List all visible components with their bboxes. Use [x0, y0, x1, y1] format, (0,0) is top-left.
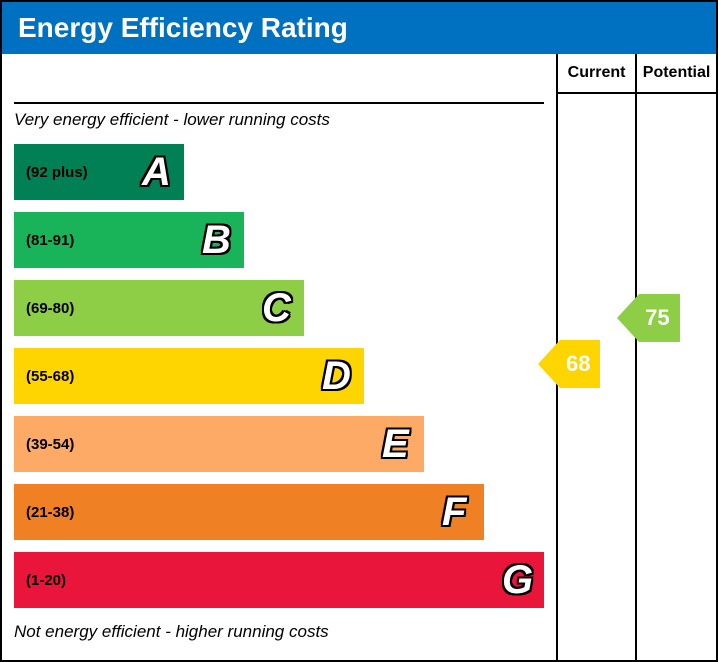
band-letter-d: D [322, 354, 351, 399]
band-bar-d: (55-68) D [14, 348, 364, 404]
band-range-d: (55-68) [26, 368, 74, 385]
caption-bottom: Not energy efficient - higher running co… [14, 616, 544, 648]
band-bar-a: (92 plus) A [14, 144, 184, 200]
band-bar-b: (81-91) B [14, 212, 244, 268]
band-range-a: (92 plus) [26, 164, 88, 181]
potential-area: 75 [637, 94, 716, 610]
band-letter-g: G [502, 558, 533, 603]
chart-header-spacer [14, 62, 544, 104]
band-range-e: (39-54) [26, 436, 74, 453]
band-bar-e: (39-54) E [14, 416, 424, 472]
band-row-g: (1-20) G [14, 548, 544, 612]
chart-column: Very energy efficient - lower running co… [2, 54, 558, 660]
epc-container: Energy Efficiency Rating Very energy eff… [0, 0, 718, 662]
current-badge: 68 [560, 340, 600, 388]
band-row-e: (39-54) E [14, 412, 544, 476]
band-letter-e: E [382, 422, 409, 467]
band-bar-f: (21-38) F [14, 484, 484, 540]
band-letter-c: C [262, 286, 291, 331]
chart-title: Energy Efficiency Rating [2, 2, 716, 54]
band-range-g: (1-20) [26, 572, 66, 589]
current-value: 68 [566, 351, 590, 377]
current-header: Current [558, 54, 635, 94]
band-row-d: (55-68) D [14, 344, 544, 408]
potential-header: Potential [637, 54, 716, 94]
band-letter-b: B [202, 218, 231, 263]
band-row-c: (69-80) C [14, 276, 544, 340]
current-area: 68 [558, 94, 635, 610]
band-row-f: (21-38) F [14, 480, 544, 544]
caption-top: Very energy efficient - lower running co… [14, 104, 544, 136]
bars-area: (92 plus) A (81-91) B (69-80) C (55-68) D (39-54… [14, 140, 544, 612]
band-range-c: (69-80) [26, 300, 74, 317]
band-range-b: (81-91) [26, 232, 74, 249]
band-range-f: (21-38) [26, 504, 74, 521]
band-letter-f: F [442, 490, 466, 535]
band-bar-c: (69-80) C [14, 280, 304, 336]
potential-column: Potential 75 [637, 54, 716, 660]
potential-value: 75 [645, 305, 669, 331]
current-column: Current 68 [558, 54, 637, 660]
band-letter-a: A [142, 150, 171, 195]
potential-badge: 75 [639, 294, 679, 342]
table-wrapper: Very energy efficient - lower running co… [2, 54, 716, 660]
band-bar-g: (1-20) G [14, 552, 544, 608]
band-row-b: (81-91) B [14, 208, 544, 272]
band-row-a: (92 plus) A [14, 140, 544, 204]
